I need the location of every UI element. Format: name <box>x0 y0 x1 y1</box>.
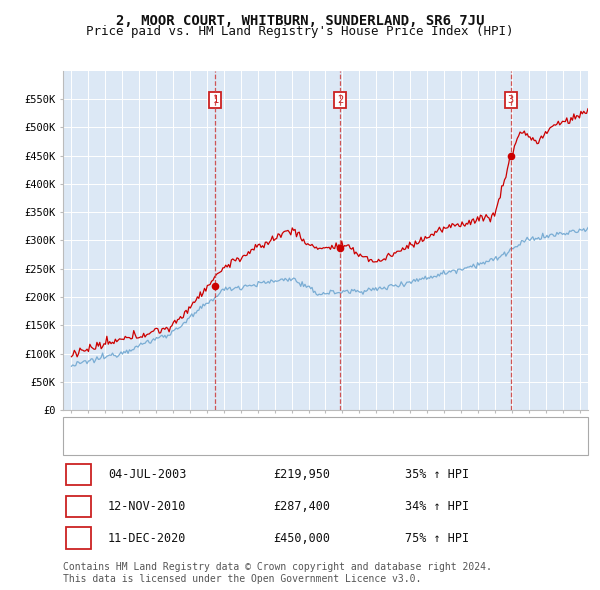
Text: 2, MOOR COURT, WHITBURN, SUNDERLAND, SR6 7JU: 2, MOOR COURT, WHITBURN, SUNDERLAND, SR6… <box>116 14 484 28</box>
Text: 1: 1 <box>75 468 82 481</box>
Text: £219,950: £219,950 <box>273 468 330 481</box>
Text: Contains HM Land Registry data © Crown copyright and database right 2024.
This d: Contains HM Land Registry data © Crown c… <box>63 562 492 584</box>
Text: 12-NOV-2010: 12-NOV-2010 <box>108 500 187 513</box>
Text: HPI: Average price, detached house, South Tyneside: HPI: Average price, detached house, Sout… <box>114 441 452 451</box>
Text: £450,000: £450,000 <box>273 532 330 545</box>
Text: 1: 1 <box>212 94 218 104</box>
Text: 35% ↑ HPI: 35% ↑ HPI <box>405 468 469 481</box>
Text: 2, MOOR COURT, WHITBURN, SUNDERLAND, SR6 7JU (detached house): 2, MOOR COURT, WHITBURN, SUNDERLAND, SR6… <box>114 423 526 433</box>
Text: 34% ↑ HPI: 34% ↑ HPI <box>405 500 469 513</box>
Text: 11-DEC-2020: 11-DEC-2020 <box>108 532 187 545</box>
Text: 75% ↑ HPI: 75% ↑ HPI <box>405 532 469 545</box>
Text: 2: 2 <box>337 94 343 104</box>
Text: Price paid vs. HM Land Registry's House Price Index (HPI): Price paid vs. HM Land Registry's House … <box>86 25 514 38</box>
Text: 2: 2 <box>75 500 82 513</box>
Text: £287,400: £287,400 <box>273 500 330 513</box>
Text: 3: 3 <box>508 94 514 104</box>
Text: 3: 3 <box>75 532 82 545</box>
Text: 04-JUL-2003: 04-JUL-2003 <box>108 468 187 481</box>
